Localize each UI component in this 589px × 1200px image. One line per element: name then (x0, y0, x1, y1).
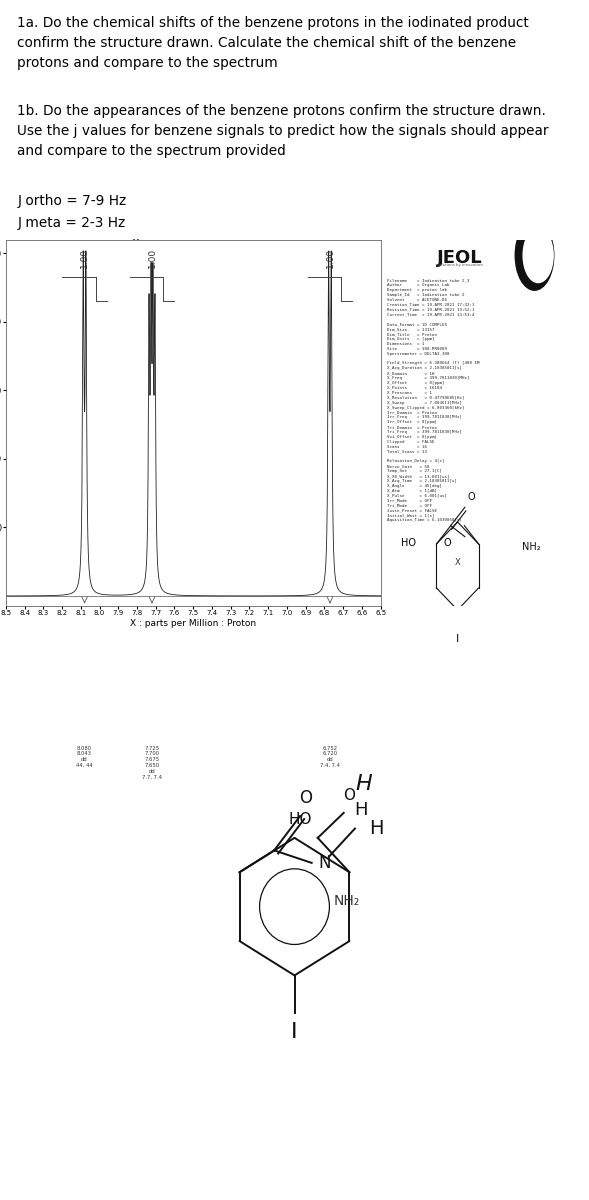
Text: 1b. Do the appearances of the benzene protons confirm the structure drawn.
Use t: 1b. Do the appearances of the benzene pr… (18, 104, 549, 158)
Text: JEOL: JEOL (437, 248, 483, 266)
Text: H: H (354, 802, 368, 820)
Text: 7.725
7.700
7.675
7.650
dd
7.7, 7.4: 7.725 7.700 7.675 7.650 dd 7.7, 7.4 (142, 745, 162, 780)
Text: J ortho = 7-9 Hz
J meta = 2-3 Hz
J para = too small: J ortho = 7-9 Hz J meta = 2-3 Hz J para … (18, 193, 140, 253)
Text: I: I (456, 634, 459, 644)
Text: NH₂: NH₂ (522, 542, 541, 552)
Circle shape (523, 228, 553, 282)
Text: X: X (455, 558, 461, 566)
Text: N: N (319, 854, 331, 872)
Text: H: H (369, 818, 384, 838)
Text: 1.00: 1.00 (147, 248, 157, 269)
Text: O: O (299, 788, 312, 806)
Text: Filename    = Iodination tube 2_3
Author      = Organic Lab
Department  = proton: Filename = Iodination tube 2_3 Author = … (386, 278, 479, 522)
Text: H: H (355, 774, 372, 794)
Text: I: I (291, 1022, 298, 1043)
Text: solutions by innovation: solutions by innovation (437, 264, 483, 268)
Text: 8.080
8.043
dd
44, 44: 8.080 8.043 dd 44, 44 (76, 745, 93, 768)
Text: 1.00: 1.00 (80, 248, 89, 269)
Text: O: O (467, 492, 475, 502)
Text: 6.752
6.720
dd
7.4, 7.4: 6.752 6.720 dd 7.4, 7.4 (320, 745, 340, 768)
Circle shape (515, 221, 554, 290)
Text: HO: HO (401, 539, 416, 548)
Text: O: O (444, 539, 451, 548)
Text: HO: HO (289, 812, 312, 827)
Text: O: O (343, 788, 356, 804)
X-axis label: X : parts per Million : Proton: X : parts per Million : Proton (130, 619, 256, 629)
Text: 1a. Do the chemical shifts of the benzene protons in the iodinated product
confi: 1a. Do the chemical shifts of the benzen… (18, 16, 529, 71)
Text: 1.00: 1.00 (326, 248, 335, 269)
Text: NH₂: NH₂ (333, 894, 359, 908)
